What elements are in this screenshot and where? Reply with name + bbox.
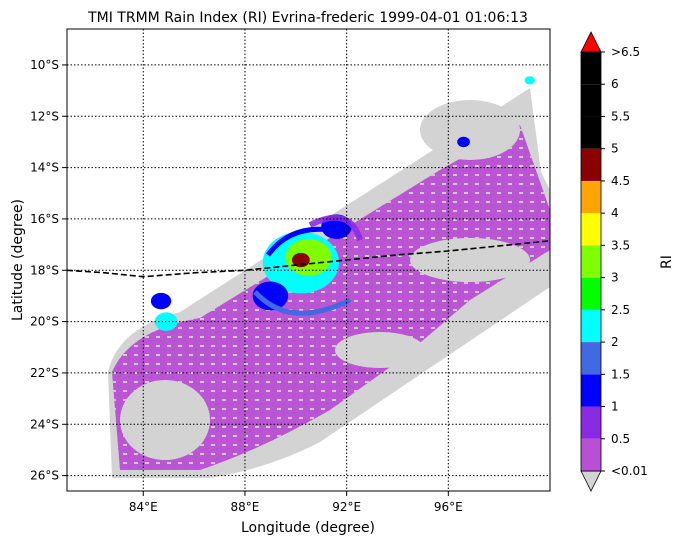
y-tick-label: 22°S	[30, 366, 59, 380]
colorbar-segment	[581, 374, 601, 407]
colorbar-tick-label: 3.5	[611, 238, 630, 252]
colorbar-tick-label: 2.5	[611, 303, 630, 317]
colorbar-segment	[581, 342, 601, 375]
y-tick-label: 16°S	[30, 212, 59, 226]
y-axis-ticks: 10°S 12°S 14°S 16°S 18°S 20°S 22°S 24°S 26°S	[30, 58, 67, 483]
y-axis-label: Latitude (degree)	[10, 199, 26, 321]
x-axis-label: Longitude (degree)	[241, 520, 375, 536]
colorbar-segment	[581, 213, 601, 246]
rain-cell	[150, 292, 172, 310]
swath-gap	[120, 380, 210, 460]
y-tick-label: 10°S	[30, 58, 59, 72]
x-tick-label: 84°E	[129, 500, 158, 514]
rain-band	[308, 214, 363, 241]
colorbar-segment	[581, 406, 601, 439]
rain-cell	[457, 136, 470, 148]
colorbar-tick-label: 4	[611, 206, 619, 220]
x-tick-label: 92°E	[332, 500, 361, 514]
colorbar-tick-label: 4.5	[611, 174, 630, 188]
colorbar-segment	[581, 438, 601, 471]
colorbar-tick-label: 1.5	[611, 367, 630, 381]
y-tick-label: 18°S	[30, 263, 59, 277]
colorbar-segment	[581, 309, 601, 343]
plot-frame	[66, 28, 551, 492]
colorbar-tick-label: <0.01	[611, 464, 648, 478]
rain-field-speckle	[112, 125, 550, 470]
swath-gap	[335, 332, 425, 368]
storm-track-line	[67, 240, 550, 278]
colorbar: <0.01 0.5 1 1.5 2 2.5 3 3.5 4 4.5 5 5.5 6 >6.5	[580, 31, 648, 492]
x-tick-label: 96°E	[434, 500, 463, 514]
colorbar-tick-label: >6.5	[611, 45, 640, 59]
colorbar-tick-label: 0.5	[611, 432, 630, 446]
swath-gap	[410, 238, 530, 282]
chart-title: TMI TRMM Rain Index (RI) Evrina-frederic…	[87, 10, 528, 26]
colorbar-frame	[580, 51, 602, 472]
colorbar-tick-label: 1	[611, 400, 619, 414]
plot-area	[67, 29, 550, 491]
colorbar-segment	[581, 277, 601, 310]
swath-gap	[420, 100, 520, 160]
y-tick-label: 12°S	[30, 109, 59, 123]
colorbar-under-triangle	[580, 470, 602, 492]
colorbar-tick-label: 5	[611, 142, 619, 156]
colorbar-tick-label: 3	[611, 271, 619, 285]
rain-band	[253, 290, 352, 316]
colorbar-segment	[581, 116, 601, 149]
colorbar-over-triangle	[580, 31, 602, 53]
x-axis-ticks: 84°E 88°E 92°E 96°E	[129, 491, 463, 514]
x-tick-label: 88°E	[231, 500, 260, 514]
rain-cell	[252, 281, 289, 311]
colorbar-segment	[581, 52, 601, 85]
y-tick-label: 26°S	[30, 469, 59, 483]
rain-cell	[524, 76, 535, 85]
y-tick-label: 24°S	[30, 417, 59, 431]
colorbar-tick-label: 6	[611, 77, 619, 91]
colorbar-segment	[581, 180, 601, 214]
colorbar-segment	[581, 148, 601, 181]
y-tick-label: 14°S	[30, 161, 59, 175]
colorbar-tick-label: 5.5	[611, 109, 630, 123]
colorbar-label: RI	[659, 255, 675, 269]
colorbar-tick-label: 2	[611, 335, 619, 349]
colorbar-segment	[581, 84, 601, 117]
rain-band	[265, 226, 331, 257]
y-tick-label: 20°S	[30, 315, 59, 329]
grid-lines	[67, 29, 550, 491]
colorbar-segment	[581, 245, 601, 278]
